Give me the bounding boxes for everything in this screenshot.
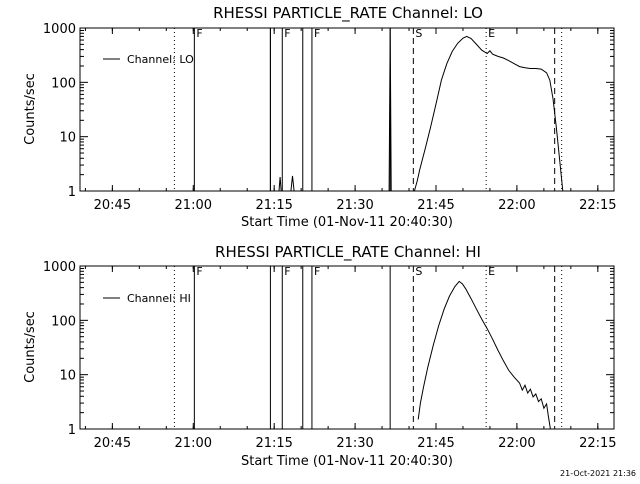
x-tick-label: 21:00 — [175, 436, 212, 451]
x-tick-label: 22:15 — [579, 436, 616, 451]
x-tick-label: 22:00 — [498, 198, 535, 213]
y-tick-label: 1000 — [43, 22, 76, 37]
x-axis-label: Start Time (01-Nov-11 20:40:30) — [241, 215, 453, 230]
flag-label: F — [196, 265, 202, 278]
plot-frame — [79, 265, 615, 430]
flag-label: E — [488, 27, 495, 40]
chart-title: RHESSI PARTICLE_RATE Channel: HI — [215, 243, 481, 262]
series-line — [413, 35, 564, 192]
y-tick-label: 1 — [68, 185, 76, 200]
x-tick-label: 21:45 — [417, 198, 454, 213]
x-tick-label: 21:00 — [175, 198, 212, 213]
series-line — [290, 175, 295, 192]
flag-label: S — [415, 265, 422, 278]
x-tick-label: 22:15 — [579, 198, 616, 213]
series-line — [417, 280, 551, 430]
y-tick-label: 100 — [51, 314, 76, 329]
timestamp: 21-Oct-2021 21:36 — [560, 469, 636, 478]
x-tick-label: 21:45 — [417, 436, 454, 451]
chart-title: RHESSI PARTICLE_RATE Channel: LO — [213, 4, 483, 23]
x-tick-label: 21:15 — [255, 198, 292, 213]
x-tick-label: 22:00 — [498, 436, 535, 451]
panel-lo: RHESSI PARTICLE_RATE Channel: LO Counts/… — [23, 4, 617, 230]
flag-label: F — [284, 265, 290, 278]
x-tick-label: 21:15 — [255, 436, 292, 451]
series-line — [278, 177, 282, 192]
x-tick-label: 21:30 — [336, 198, 373, 213]
legend: Channel: HI — [103, 292, 191, 305]
plot-frame — [79, 27, 615, 192]
y-axis-label: Counts/sec — [23, 73, 38, 145]
flag-label: F — [196, 27, 202, 40]
y-tick-label: 100 — [51, 76, 76, 91]
x-tick-label: 21:30 — [336, 436, 373, 451]
legend-label: Channel: LO — [127, 53, 194, 66]
flag-label: E — [488, 265, 495, 278]
y-tick-label: 10 — [59, 131, 76, 146]
panel-hi: RHESSI PARTICLE_RATE Channel: HI Counts/… — [23, 243, 617, 469]
x-tick-label: 20:45 — [94, 436, 131, 451]
y-tick-label: 10 — [59, 369, 76, 384]
y-tick-label: 1000 — [43, 260, 76, 275]
legend: Channel: LO — [103, 53, 194, 66]
y-axis-label: Counts/sec — [23, 311, 38, 383]
legend-label: Channel: HI — [127, 292, 191, 305]
flag-label: F — [314, 27, 320, 40]
flag-label: F — [314, 265, 320, 278]
x-tick-label: 20:45 — [94, 198, 131, 213]
flag-label: S — [415, 27, 422, 40]
flag-label: F — [284, 27, 290, 40]
x-axis-label: Start Time (01-Nov-11 20:40:30) — [241, 454, 453, 469]
y-tick-label: 1 — [68, 423, 76, 438]
